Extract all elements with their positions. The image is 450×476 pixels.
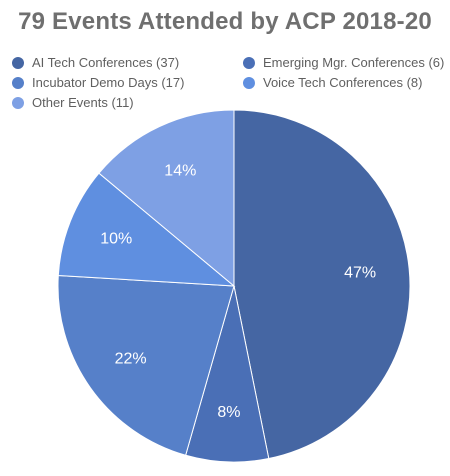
legend-swatch-other [12, 96, 24, 109]
chart-title: 79 Events Attended by ACP 2018-20 [18, 8, 432, 35]
pie-slice-incubator-demo-days [57, 274, 235, 456]
legend-label-emerging-mgr: Emerging Mgr. Conferences (6) [263, 55, 445, 70]
pie-slice-voice-tech-conferences [57, 172, 236, 287]
legend-label-voice-tech: Voice Tech Conferences (8) [263, 75, 423, 90]
slice-label-emerging-mgr-conferences: 8% [217, 404, 240, 421]
legend-label-ai-tech: AI Tech Conferences (37) [32, 55, 180, 70]
slice-label-other-events: 14% [164, 162, 196, 179]
legend-label-other: Other Events (11) [32, 95, 134, 110]
legend-swatch-incubator [12, 76, 24, 89]
legend-item-voice-tech: Voice Tech Conferences (8) [243, 75, 422, 90]
legend-label-incubator: Incubator Demo Days (17) [32, 75, 185, 90]
legend-item-other: Other Events (11) [12, 95, 134, 110]
slice-label-voice-tech-conferences: 10% [100, 230, 132, 247]
legend-item-incubator: Incubator Demo Days (17) [12, 75, 184, 90]
pie-slice-other-events [98, 109, 235, 288]
legend-item-ai-tech: AI Tech Conferences (37) [12, 55, 179, 70]
legend-swatch-ai-tech [12, 56, 24, 69]
slice-label-incubator-demo-days: 22% [115, 350, 147, 367]
slice-label-ai-tech-conferences: 47% [344, 265, 376, 282]
legend-swatch-emerging-mgr [243, 56, 255, 69]
legend-swatch-voice-tech [243, 76, 255, 89]
legend-item-emerging-mgr: Emerging Mgr. Conferences (6) [243, 55, 444, 70]
pie-slice-ai-tech-conferences [233, 109, 411, 460]
